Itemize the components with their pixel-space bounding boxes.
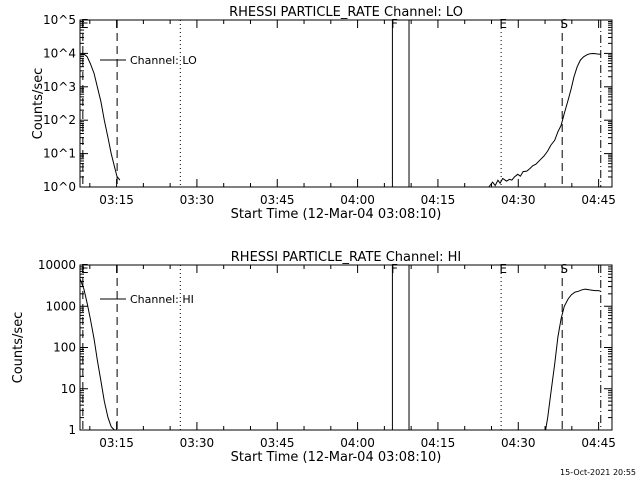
event-label: E	[81, 17, 89, 31]
chart-1: RHESSI PARTICLE_RATE Channel: LO 10^0 10^1…	[31, 5, 616, 222]
series-line	[488, 52, 601, 188]
y-axis-label: Counts/sec	[11, 312, 26, 384]
series-line	[79, 279, 115, 431]
event-label: F	[391, 262, 398, 276]
chart-2: RHESSI PARTICLE_RATE Channel: HI 1 10 100 10…	[11, 250, 616, 465]
chart-title: RHESSI PARTICLE_RATE Channel: LO	[229, 5, 463, 20]
y-tick-label: 10	[61, 382, 76, 396]
y-tick-label: 1	[68, 423, 76, 437]
x-tick-label: 04:45	[581, 193, 616, 207]
y-axis-label: Counts/sec	[31, 68, 46, 140]
x-tick-label: 04:45	[581, 436, 616, 450]
x-axis-label: Start Time (12-Mar-04 03:08:10)	[231, 450, 442, 465]
x-tick-label: 04:15	[421, 193, 456, 207]
x-axis-label: Start Time (12-Mar-04 03:08:10)	[231, 207, 442, 222]
x-tick-label: 04:00	[340, 193, 375, 207]
y-tick-label: 10^0	[43, 180, 76, 194]
x-tick-label: 03:45	[260, 193, 295, 207]
y-tick-label: 10^3	[43, 80, 76, 94]
x-tick-label: 03:30	[180, 193, 215, 207]
y-tick-label: 10^1	[43, 147, 76, 161]
x-tick-label: 04:15	[421, 436, 456, 450]
event-label: S	[560, 17, 568, 31]
event-label: E	[499, 262, 507, 276]
x-tick-label: 03:15	[99, 193, 134, 207]
x-tick-label: 04:30	[501, 193, 536, 207]
y-tick-label: 10^4	[43, 46, 76, 60]
y-tick-label: 1000	[45, 299, 76, 313]
y-tick-label: 10^5	[43, 13, 76, 27]
x-tick-label: 03:30	[180, 436, 215, 450]
event-label: F	[391, 17, 398, 31]
event-label: E	[81, 262, 89, 276]
legend-label: Channel: HI	[130, 293, 194, 306]
legend-label: Channel: LO	[130, 54, 197, 67]
x-tick-label: 04:30	[501, 436, 536, 450]
y-tick-label: 10^2	[43, 113, 76, 127]
plot-frame	[79, 264, 613, 431]
plot-frame	[79, 19, 613, 188]
series-line	[545, 288, 601, 431]
x-tick-label: 03:15	[99, 436, 134, 450]
series-line	[80, 53, 121, 181]
y-tick-label: 10000	[38, 258, 76, 272]
x-tick-label: 03:45	[260, 436, 295, 450]
event-label: E	[499, 17, 507, 31]
x-tick-label: 04:00	[340, 436, 375, 450]
chart-title: RHESSI PARTICLE_RATE Channel: HI	[231, 250, 461, 265]
y-tick-label: 100	[53, 341, 76, 355]
footer-timestamp: 15-Oct-2021 20:55	[560, 468, 636, 477]
event-label: S	[560, 262, 568, 276]
